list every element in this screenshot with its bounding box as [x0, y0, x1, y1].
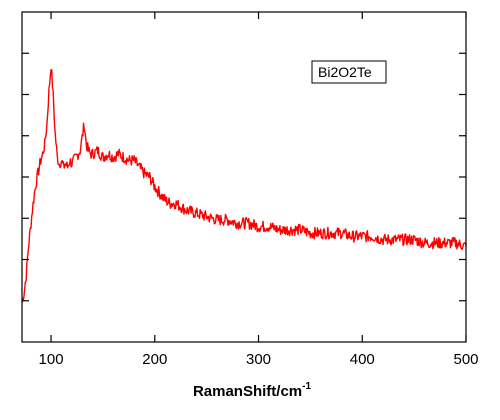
series-line-0 [21, 68, 467, 303]
x-tick-label-300: 300 [246, 351, 271, 368]
legend-entry-bi2o2te: Bi2O2Te [318, 64, 372, 80]
x-axis-title-superscript: -1 [302, 381, 311, 392]
x-axis-ticks: 100 200 300 400 500 [39, 12, 479, 368]
x-tick-label-400: 400 [350, 351, 375, 368]
plot-area [21, 68, 467, 303]
x-tick-label-100: 100 [39, 351, 64, 368]
legend: Bi2O2Te [311, 60, 387, 84]
legend-box [311, 60, 387, 84]
x-axis-title: RamanShift/cm-1 [193, 381, 312, 400]
y-axis-ticks [22, 52, 466, 302]
plot-frame [21, 11, 467, 343]
x-tick-label-200: 200 [142, 351, 167, 368]
x-axis-title-text: RamanShift/cm [193, 383, 302, 400]
x-tick-label-500: 500 [453, 351, 478, 368]
